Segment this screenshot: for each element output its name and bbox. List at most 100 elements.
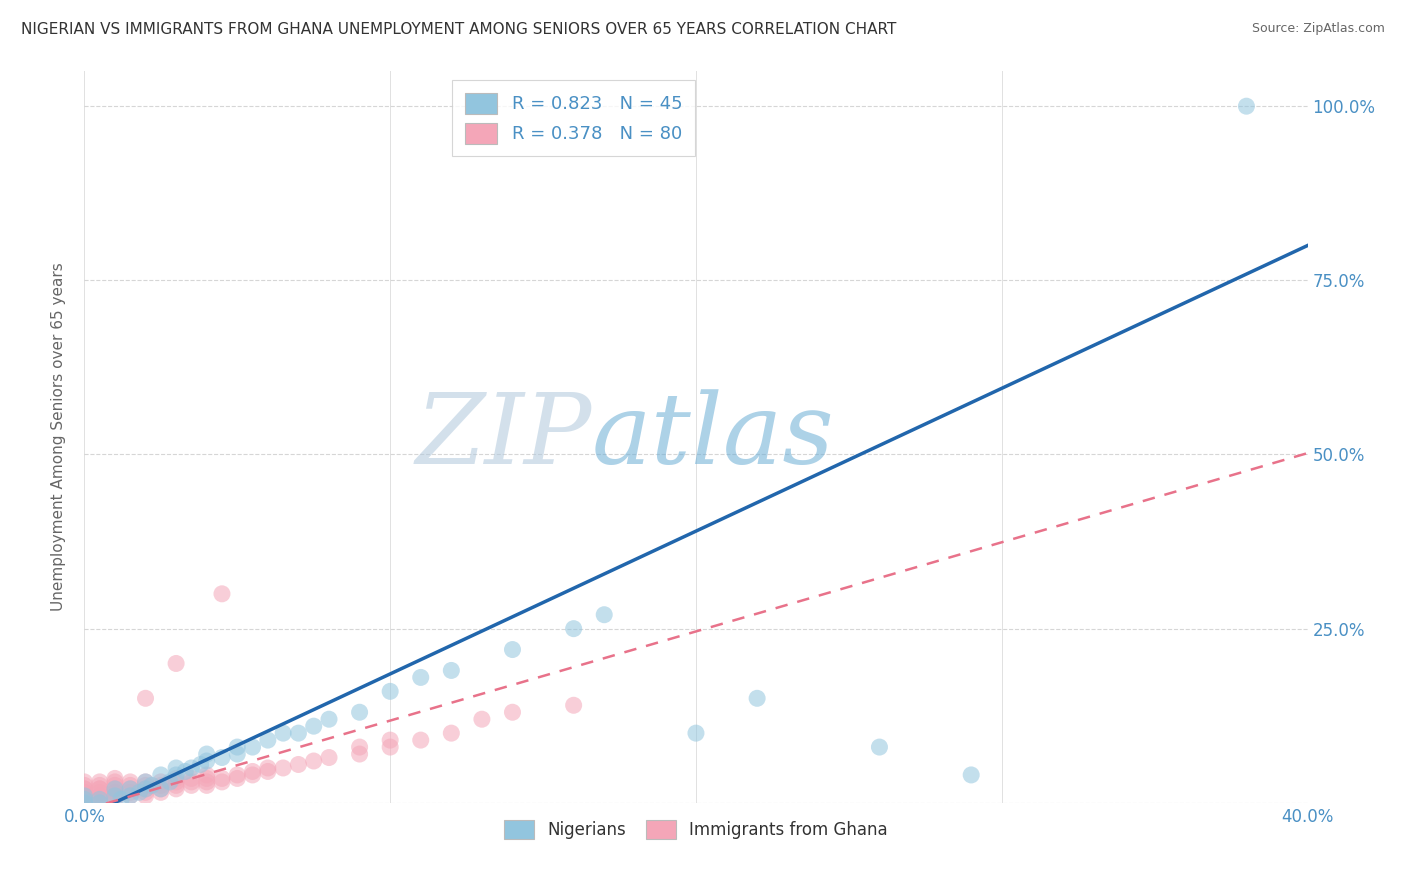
Point	[165, 778, 187, 792]
Point	[195, 768, 218, 782]
Point	[165, 772, 187, 786]
Point	[471, 712, 494, 726]
Point	[180, 775, 202, 789]
Point	[211, 750, 233, 764]
Point	[195, 747, 218, 761]
Legend: Nigerians, Immigrants from Ghana: Nigerians, Immigrants from Ghana	[498, 814, 894, 846]
Point	[73, 778, 96, 792]
Point	[120, 789, 142, 803]
Point	[149, 781, 172, 796]
Point	[110, 792, 132, 806]
Point	[89, 792, 111, 806]
Point	[73, 785, 96, 799]
Point	[257, 761, 280, 775]
Point	[120, 789, 142, 803]
Point	[593, 607, 616, 622]
Point	[73, 781, 96, 796]
Point	[287, 757, 309, 772]
Point	[120, 778, 142, 792]
Point	[380, 740, 402, 755]
Point	[149, 778, 172, 792]
Point	[149, 781, 172, 796]
Point	[135, 775, 157, 789]
Point	[302, 754, 325, 768]
Point	[502, 705, 524, 719]
Point	[869, 740, 891, 755]
Point	[242, 764, 264, 779]
Point	[195, 754, 218, 768]
Point	[226, 740, 249, 755]
Point	[211, 772, 233, 786]
Point	[747, 691, 769, 706]
Point	[226, 747, 249, 761]
Point	[1236, 99, 1258, 113]
Point	[104, 775, 127, 789]
Point	[104, 789, 127, 803]
Point	[440, 726, 463, 740]
Point	[104, 781, 127, 796]
Point	[211, 775, 233, 789]
Point	[89, 792, 111, 806]
Point	[104, 792, 127, 806]
Point	[120, 781, 142, 796]
Point	[135, 781, 157, 796]
Point	[104, 778, 127, 792]
Point	[89, 785, 111, 799]
Point	[73, 781, 96, 796]
Point	[89, 796, 111, 810]
Point	[349, 705, 371, 719]
Point	[73, 792, 96, 806]
Point	[685, 726, 707, 740]
Point	[73, 796, 96, 810]
Point	[89, 775, 111, 789]
Point	[180, 761, 202, 775]
Point	[242, 740, 264, 755]
Point	[73, 792, 96, 806]
Point	[349, 747, 371, 761]
Point	[174, 764, 197, 779]
Point	[226, 768, 249, 782]
Point	[89, 789, 111, 803]
Point	[104, 772, 127, 786]
Point	[89, 781, 111, 796]
Y-axis label: Unemployment Among Seniors over 65 years: Unemployment Among Seniors over 65 years	[51, 263, 66, 611]
Point	[257, 733, 280, 747]
Point	[89, 778, 111, 792]
Point	[271, 726, 294, 740]
Point	[128, 785, 150, 799]
Point	[257, 764, 280, 779]
Point	[149, 775, 172, 789]
Text: atlas: atlas	[592, 390, 835, 484]
Point	[73, 792, 96, 806]
Point	[195, 775, 218, 789]
Point	[226, 772, 249, 786]
Point	[287, 726, 309, 740]
Point	[104, 781, 127, 796]
Point	[89, 789, 111, 803]
Point	[409, 670, 432, 684]
Point	[89, 796, 111, 810]
Point	[104, 789, 127, 803]
Point	[149, 785, 172, 799]
Point	[135, 781, 157, 796]
Point	[502, 642, 524, 657]
Point	[960, 768, 983, 782]
Point	[73, 796, 96, 810]
Point	[180, 772, 202, 786]
Point	[318, 712, 340, 726]
Point	[135, 789, 157, 803]
Point	[211, 587, 233, 601]
Point	[380, 733, 402, 747]
Point	[73, 789, 96, 803]
Point	[141, 778, 163, 792]
Point	[135, 775, 157, 789]
Point	[165, 657, 187, 671]
Point	[195, 778, 218, 792]
Text: ZIP: ZIP	[416, 390, 592, 484]
Point	[440, 664, 463, 678]
Point	[135, 785, 157, 799]
Point	[165, 768, 187, 782]
Point	[318, 750, 340, 764]
Point	[104, 789, 127, 803]
Point	[349, 740, 371, 755]
